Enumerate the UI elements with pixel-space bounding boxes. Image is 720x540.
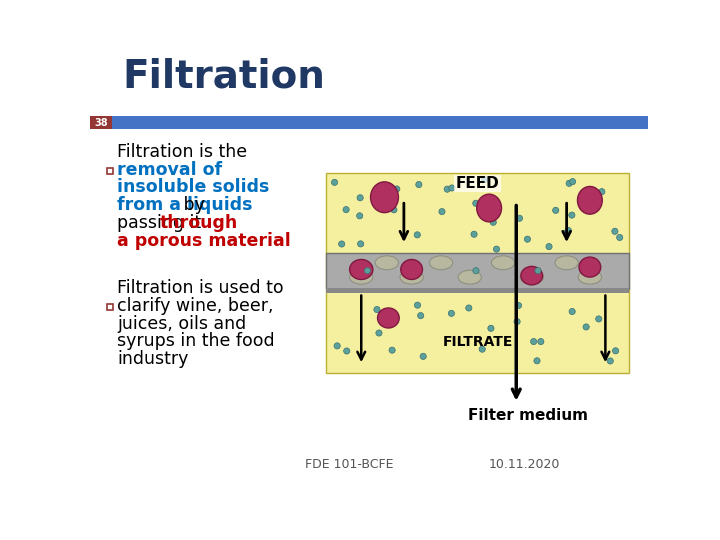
Text: through: through: [160, 214, 238, 232]
Circle shape: [616, 234, 623, 240]
Ellipse shape: [429, 256, 453, 269]
Circle shape: [546, 244, 552, 249]
Ellipse shape: [400, 270, 423, 284]
Text: Filter medium: Filter medium: [468, 408, 588, 423]
Circle shape: [531, 339, 537, 345]
Circle shape: [595, 316, 602, 322]
Ellipse shape: [350, 270, 373, 284]
Ellipse shape: [377, 308, 399, 328]
Circle shape: [338, 241, 345, 247]
Circle shape: [514, 319, 520, 325]
Ellipse shape: [555, 256, 578, 269]
Bar: [107, 303, 113, 309]
Text: 10.11.2020: 10.11.2020: [488, 458, 559, 471]
Text: clarify wine, beer,: clarify wine, beer,: [117, 297, 274, 315]
Circle shape: [449, 185, 455, 191]
Text: 38: 38: [94, 118, 108, 127]
Circle shape: [569, 212, 575, 218]
Circle shape: [482, 177, 487, 183]
Circle shape: [565, 227, 572, 234]
Text: Filtration: Filtration: [122, 58, 325, 96]
Circle shape: [415, 302, 420, 308]
Circle shape: [364, 268, 371, 274]
Circle shape: [414, 232, 420, 238]
Circle shape: [343, 206, 349, 213]
Circle shape: [356, 213, 363, 219]
Text: Filtration is the: Filtration is the: [117, 143, 247, 161]
Bar: [90, 117, 648, 129]
Text: a porous material: a porous material: [117, 232, 291, 249]
Circle shape: [479, 346, 485, 352]
Text: Filtration is used to: Filtration is used to: [117, 279, 284, 298]
Bar: [326, 288, 629, 293]
Circle shape: [444, 186, 450, 192]
Ellipse shape: [375, 256, 398, 269]
Circle shape: [583, 324, 589, 330]
Circle shape: [376, 330, 382, 336]
Circle shape: [524, 236, 531, 242]
Text: removal of: removal of: [117, 161, 222, 179]
Ellipse shape: [520, 270, 544, 284]
Circle shape: [538, 339, 544, 345]
Text: by: by: [178, 196, 204, 214]
Ellipse shape: [521, 266, 543, 285]
Ellipse shape: [577, 186, 602, 214]
Bar: [107, 168, 113, 174]
Circle shape: [564, 230, 570, 235]
Circle shape: [439, 208, 445, 215]
Circle shape: [471, 231, 477, 237]
Circle shape: [473, 200, 479, 206]
Circle shape: [493, 246, 500, 252]
Text: insoluble solids: insoluble solids: [117, 178, 269, 197]
Circle shape: [612, 228, 618, 234]
Ellipse shape: [477, 194, 502, 222]
Ellipse shape: [371, 182, 398, 213]
Circle shape: [566, 180, 572, 186]
Circle shape: [488, 325, 494, 332]
Ellipse shape: [578, 270, 601, 284]
Text: FILTRATE: FILTRATE: [442, 335, 513, 349]
Circle shape: [357, 195, 364, 201]
Text: FEED: FEED: [456, 176, 500, 191]
Circle shape: [449, 310, 454, 316]
Ellipse shape: [401, 260, 423, 280]
Ellipse shape: [458, 270, 482, 284]
Circle shape: [552, 207, 559, 213]
Circle shape: [374, 307, 380, 313]
Circle shape: [418, 313, 424, 319]
Ellipse shape: [579, 257, 600, 277]
Text: industry: industry: [117, 350, 189, 368]
Text: juices, oils and: juices, oils and: [117, 315, 246, 333]
Circle shape: [599, 188, 605, 195]
Bar: [326, 173, 629, 373]
Circle shape: [389, 347, 395, 353]
Circle shape: [343, 348, 350, 354]
Circle shape: [534, 357, 540, 364]
Circle shape: [415, 181, 422, 187]
Circle shape: [607, 358, 613, 364]
Circle shape: [516, 215, 523, 221]
Circle shape: [490, 219, 496, 225]
Circle shape: [358, 241, 364, 247]
Text: from a liquids: from a liquids: [117, 196, 253, 214]
Circle shape: [466, 305, 472, 311]
Bar: [326, 253, 629, 289]
Text: syrups in the food: syrups in the food: [117, 333, 275, 350]
Ellipse shape: [492, 256, 515, 269]
Circle shape: [473, 268, 479, 274]
Circle shape: [334, 343, 341, 349]
Bar: [90, 117, 112, 129]
Circle shape: [613, 348, 618, 354]
Ellipse shape: [350, 260, 373, 280]
Circle shape: [331, 179, 338, 185]
Text: FDE 101-BCFE: FDE 101-BCFE: [305, 458, 394, 471]
Circle shape: [394, 186, 400, 192]
Circle shape: [516, 302, 521, 308]
Circle shape: [569, 308, 575, 315]
Text: passing it: passing it: [117, 214, 207, 232]
Circle shape: [420, 353, 426, 360]
Circle shape: [535, 268, 541, 274]
Circle shape: [570, 179, 576, 185]
Circle shape: [391, 207, 397, 213]
